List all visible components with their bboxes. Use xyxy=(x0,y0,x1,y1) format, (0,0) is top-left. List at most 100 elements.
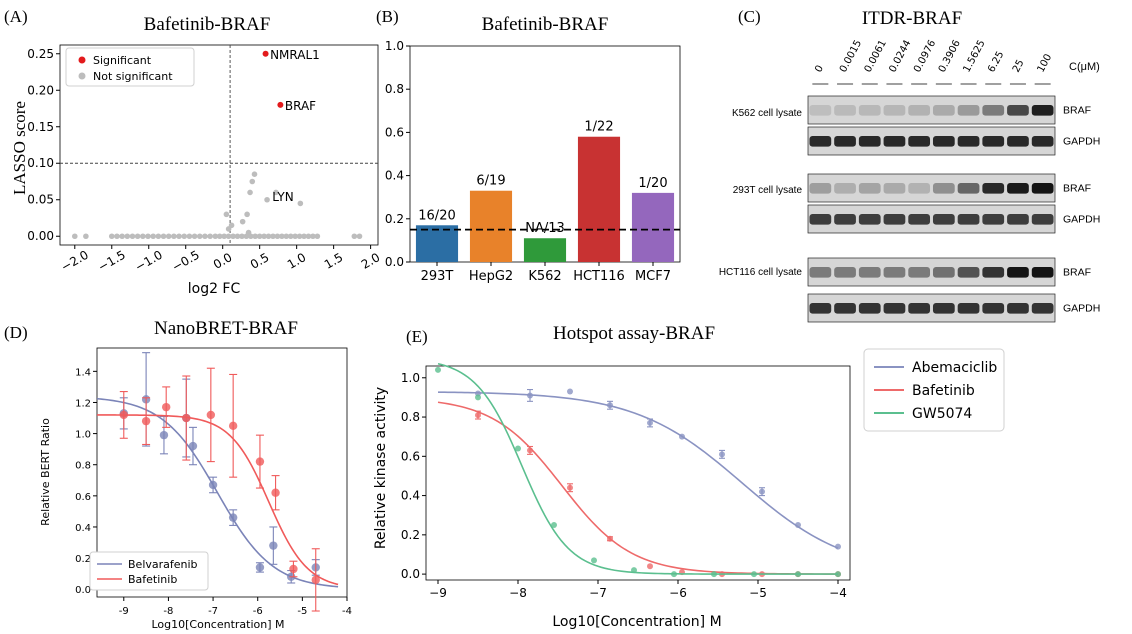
panel-c-band xyxy=(834,135,856,147)
panel-e-fit-gw5074 xyxy=(437,362,838,575)
panel-d-xtick-label: -9 xyxy=(119,606,129,617)
panel-b-ytick-label: 0.4 xyxy=(385,169,404,183)
panel-a-xtick-label: −1.5 xyxy=(96,248,128,275)
panel-d-frame xyxy=(96,347,348,598)
panel-b-xtick-label: K562 xyxy=(528,269,561,284)
legend-not-significant-label: Not significant xyxy=(93,70,173,83)
panel-c-band-name: BRAF xyxy=(1063,266,1091,278)
panel-c-band xyxy=(908,135,931,147)
panel-c-concentration: 6.25 xyxy=(986,50,1006,75)
panel-c-band xyxy=(908,182,931,194)
panel-a-point-not-significant xyxy=(134,233,141,240)
panel-e-fit-abemaciclib xyxy=(437,391,839,549)
panel-b-letter: (B) xyxy=(376,7,399,26)
panel-b-bar-label: 1/20 xyxy=(638,176,667,191)
panel-e-point-abemaciclib xyxy=(527,392,533,399)
panel-c-band-name: GAPDH xyxy=(1063,135,1100,147)
panel-a-point-not-significant xyxy=(150,233,156,240)
panel-b-bar-label: 6/19 xyxy=(476,174,505,189)
panel-c-band xyxy=(982,182,1005,194)
panel-c-band xyxy=(1007,213,1029,225)
panel-d-point-bafetinib xyxy=(206,410,216,420)
panel-a-point-not-significant xyxy=(301,233,307,240)
panel-c-band xyxy=(809,302,832,314)
panel-c-band xyxy=(932,302,955,314)
panel-a-ytick-label: 0.20 xyxy=(27,83,54,97)
panel-c-band xyxy=(982,302,1005,314)
panel-a-point-not-significant xyxy=(223,211,230,218)
panel-d-title: NanoBRET-BRAF xyxy=(154,318,298,339)
panel-d-point-bafetinib xyxy=(311,575,320,585)
panel-c-band xyxy=(932,213,955,225)
legend-gw5074-label: GW5074 xyxy=(912,406,972,422)
panel-d-ytick-label: 1.0 xyxy=(75,430,91,441)
panel-c-band xyxy=(1007,104,1029,116)
legend-bafetinib-e-label: Bafetinib xyxy=(912,383,975,399)
panel-c-band xyxy=(858,182,881,194)
legend-significant-label: Significant xyxy=(93,54,152,67)
panel-d-fit-belvarafenib xyxy=(96,397,339,588)
panel-c-band xyxy=(932,135,955,147)
panel-e-point-gw5074 xyxy=(671,571,677,578)
panel-a-point-not-significant xyxy=(287,233,294,240)
panel-c-band xyxy=(982,266,1005,278)
panel-e-ytick-label: 0.8 xyxy=(401,410,420,424)
panel-c-band xyxy=(957,182,980,194)
legend-bafetinib-label: Bafetinib xyxy=(128,573,177,586)
panel-c-title: ITDR-BRAF xyxy=(862,8,962,29)
panel-d-xlabel: Log10[Concentration] M xyxy=(151,618,284,631)
panel-b-bar-hct116 xyxy=(577,136,621,262)
panel-a-point-not-significant xyxy=(270,233,276,240)
panel-a-frame xyxy=(59,44,379,246)
panel-a-annotation: LYN xyxy=(272,190,293,204)
panel-c-band xyxy=(1007,302,1029,314)
panel-c-band xyxy=(809,266,832,278)
panel-e-xtick-label: −7 xyxy=(589,586,607,600)
panel-d-legend-box xyxy=(89,551,209,591)
panel-a-point-not-significant xyxy=(114,233,120,240)
panel-c-band xyxy=(1031,182,1054,194)
panel-d-xtick-label: -6 xyxy=(253,606,263,617)
panel-d-legend: Belvarafenib Bafetinib xyxy=(89,551,209,591)
panel-d-ytick-label: 0.6 xyxy=(75,492,91,503)
panel-d-xtick-label: -4 xyxy=(342,606,352,617)
panel-a-point-not-significant xyxy=(216,233,223,240)
panel-a-lasso-scatter: (A) Bafetinib-BRAF LASSO score log2 FC 0… xyxy=(4,7,382,297)
panel-a-title: Bafetinib-BRAF xyxy=(144,14,271,35)
panel-a-point-not-significant xyxy=(124,233,131,240)
panel-c-band xyxy=(809,135,832,147)
panel-a-point-not-significant xyxy=(221,233,227,240)
panel-e-xlabel: Log10[Concentration] M xyxy=(552,614,721,630)
panel-c-concentration: 100 xyxy=(1036,52,1055,74)
panel-c-band-name: BRAF xyxy=(1063,182,1091,194)
panel-c-band xyxy=(1007,135,1029,147)
panel-e-point-abemaciclib xyxy=(719,451,725,458)
panel-a-ytick-label: 0.05 xyxy=(27,193,54,207)
panel-e-xtick-label: −5 xyxy=(749,586,767,600)
panel-d-point-belvarafenib xyxy=(228,513,238,522)
legend-significant-marker xyxy=(78,56,86,64)
panel-d-ytick-label: 0.0 xyxy=(75,585,91,596)
panel-c-band xyxy=(932,182,955,194)
panel-a-point-not-significant xyxy=(181,233,188,240)
panel-a-point-not-significant xyxy=(239,218,246,225)
panel-d-xtick-label: -5 xyxy=(297,606,307,617)
panel-e-point-abemaciclib xyxy=(607,402,613,409)
panel-c-concentration: 0.3906 xyxy=(937,38,963,74)
panel-d-point-bafetinib xyxy=(228,421,238,431)
panel-a-xtick-label: 0.5 xyxy=(248,250,272,272)
panel-c-band xyxy=(1031,302,1054,314)
panel-c-concentration: 0 xyxy=(813,64,826,75)
panel-a-point-not-significant xyxy=(305,233,312,240)
panel-a-point-not-significant xyxy=(279,233,285,240)
panel-a-point-not-significant xyxy=(283,233,290,240)
panel-a-point-not-significant xyxy=(140,233,146,240)
panel-a-point-not-significant xyxy=(191,233,198,240)
panel-a-point-not-significant xyxy=(247,189,253,196)
panel-c-band xyxy=(982,104,1005,116)
panel-a-point-not-significant xyxy=(292,233,298,240)
panel-e-point-abemaciclib xyxy=(835,543,841,550)
panel-d-fit-bafetinib xyxy=(96,414,339,586)
panel-c-band xyxy=(858,213,881,225)
panel-c-group-label: HCT116 cell lysate xyxy=(719,267,803,278)
